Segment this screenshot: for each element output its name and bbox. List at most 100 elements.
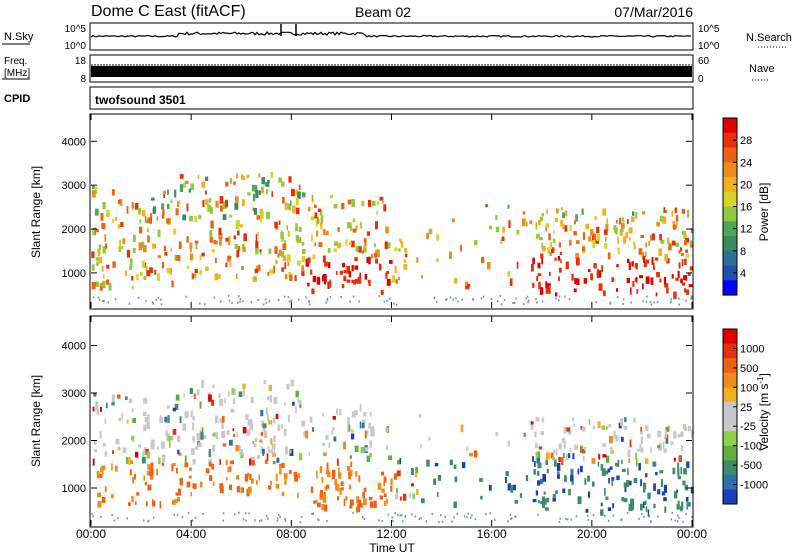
noise-cell [309, 303, 311, 306]
echo-cell [479, 478, 483, 482]
colorbar-swatch [723, 431, 737, 447]
noise-cell [199, 302, 201, 305]
noise-cell [152, 516, 155, 519]
echo-cell [507, 483, 511, 491]
echo-cell [346, 265, 351, 274]
echo-cell [677, 467, 680, 476]
echo-cell [224, 397, 226, 404]
velocity-colorbar-label-end: ] [757, 373, 771, 376]
nave-tick-bottom: 0 [698, 74, 704, 85]
echo-cell [543, 491, 546, 495]
echo-cell [537, 471, 540, 476]
echo-cell [372, 200, 376, 207]
echo-cell [228, 439, 233, 446]
echo-cell [575, 253, 579, 259]
echo-cell [636, 448, 641, 452]
echo-cell [95, 228, 99, 233]
echo-cell [535, 490, 539, 496]
noise-cell [268, 300, 271, 303]
colorbar-swatch [723, 132, 737, 149]
echo-cell [314, 204, 317, 208]
echo-cell [100, 467, 104, 473]
echo-cell [399, 458, 402, 465]
noise-cell [326, 297, 329, 300]
echo-cell [268, 384, 272, 391]
echo-cell [273, 448, 275, 454]
echo-cell [353, 410, 358, 416]
echo-cell [222, 214, 227, 221]
echo-cell [412, 493, 416, 499]
echo-cell [616, 264, 619, 268]
echo-cell [267, 179, 270, 184]
echo-cell [357, 276, 362, 284]
echo-cell [262, 423, 267, 429]
colorbar-swatch [723, 329, 737, 345]
echo-cell [558, 267, 562, 273]
noise-cell [238, 295, 240, 298]
echo-cell [242, 426, 247, 434]
echo-cell [241, 266, 244, 271]
noise-cell [411, 513, 413, 516]
echo-cell [234, 202, 239, 210]
echo-cell [199, 481, 203, 488]
xaxis-label: Time UT [369, 541, 415, 554]
echo-cell [580, 465, 583, 473]
noise-cell [623, 298, 625, 301]
echo-cell [229, 214, 233, 218]
echo-cell [654, 257, 659, 261]
echo-cell [386, 498, 389, 504]
echo-cell [249, 424, 253, 430]
echo-cell [358, 246, 362, 253]
echo-cell [311, 288, 315, 295]
noise-cell [284, 295, 286, 298]
echo-cell [212, 482, 215, 486]
echo-cell [566, 453, 570, 460]
echo-cell [332, 416, 336, 420]
echo-cell [583, 278, 587, 284]
echo-cell [208, 461, 212, 467]
noise-cell [392, 519, 394, 522]
echo-cell [229, 484, 232, 490]
echo-cell [104, 486, 107, 493]
noise-cell [222, 519, 224, 522]
echo-cell [620, 418, 624, 426]
echo-cell [547, 247, 550, 254]
echo-cell [636, 289, 639, 294]
noise-cell [185, 295, 187, 298]
echo-cell [286, 383, 290, 390]
echo-cell [320, 214, 324, 222]
echo-cell [255, 241, 259, 249]
echo-cell [143, 475, 145, 481]
echo-cell [324, 276, 327, 283]
echo-cell [416, 489, 419, 495]
echo-cell [437, 475, 442, 481]
noise-cell [592, 514, 595, 517]
echo-cell [649, 234, 652, 241]
echo-cell [379, 495, 383, 500]
freq-tick-bottom: 8 [80, 74, 86, 85]
echo-cell [118, 246, 122, 252]
echo-cell [305, 258, 310, 267]
echo-cell [345, 239, 348, 246]
noise-cell [265, 301, 268, 304]
echo-cell [678, 262, 681, 269]
echo-cell [170, 248, 172, 252]
echo-cell [203, 435, 207, 439]
echo-cell [686, 289, 689, 295]
noise-cell [617, 296, 619, 299]
echo-cell [689, 266, 693, 271]
echo-cell [104, 234, 107, 242]
echo-cell [585, 223, 589, 230]
echo-cell [354, 257, 358, 262]
echo-cell [222, 201, 227, 209]
echo-cell [611, 477, 615, 481]
echo-cell [253, 443, 257, 447]
echo-cell [238, 391, 243, 397]
echo-cell [546, 468, 549, 474]
noise-cell [646, 295, 648, 298]
echo-cell [386, 271, 389, 274]
echo-cell [290, 379, 294, 387]
echo-cell [246, 174, 250, 178]
echo-cell [227, 255, 232, 261]
echo-cell [354, 265, 359, 270]
